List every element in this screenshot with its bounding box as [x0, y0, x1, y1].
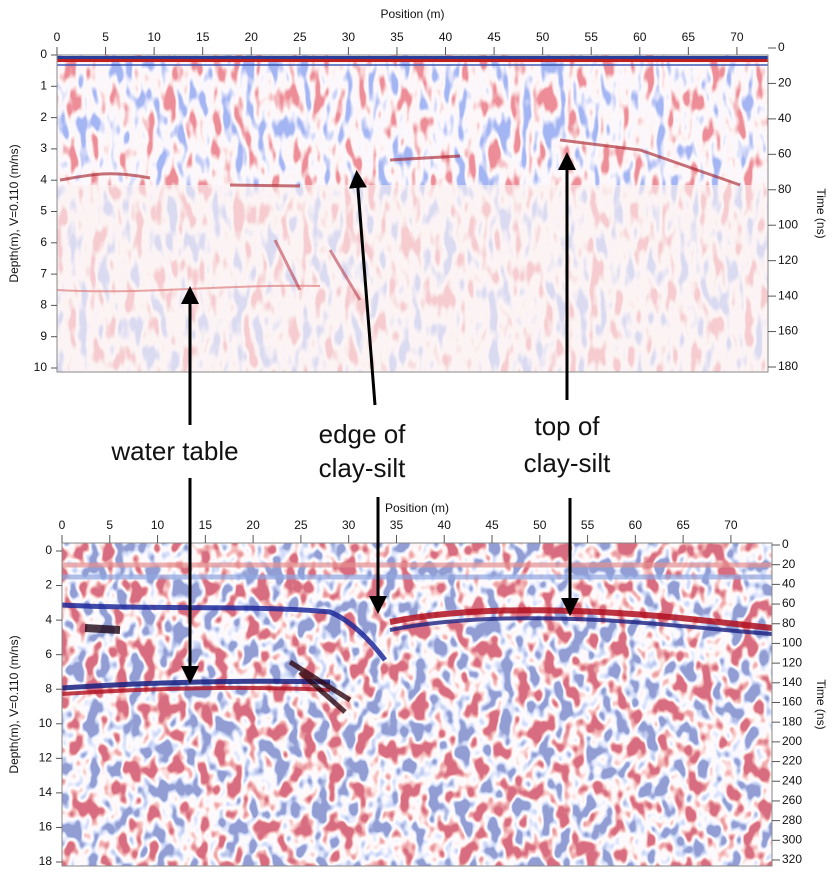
y-tick-label: 14	[39, 785, 53, 799]
x-tick-label: 45	[485, 518, 499, 532]
x-tick-label: 5	[102, 30, 109, 44]
y-tick-label: 8	[40, 298, 47, 312]
x-tick-label: 0	[54, 30, 61, 44]
x-tick-label: 55	[585, 30, 599, 44]
y2-tick-label: 320	[782, 852, 802, 866]
x-tick-label: 15	[196, 30, 210, 44]
y-tick-label: 2	[40, 110, 47, 124]
x-tick-label: 25	[293, 30, 307, 44]
y2-axis-title: Time (ns)	[814, 679, 828, 729]
y2-tick-label: 280	[782, 813, 802, 827]
y2-tick-label: 160	[782, 695, 802, 709]
y2-tick-label: 80	[778, 182, 792, 196]
plot-frame	[56, 54, 769, 373]
x-tick-label: 65	[682, 30, 696, 44]
y2-tick-label: 80	[782, 616, 796, 630]
x-tick-label: 35	[390, 30, 404, 44]
y2-tick-label: 60	[782, 596, 796, 610]
radargram-image	[62, 543, 772, 866]
x-tick-label: 0	[59, 518, 66, 532]
y-tick-label: 1	[40, 78, 47, 92]
y2-tick-label: 20	[778, 76, 792, 90]
x-tick-label: 20	[246, 518, 260, 532]
annotation: edge of	[319, 419, 407, 449]
y-tick-label: 5	[40, 204, 47, 218]
radargram-image	[57, 55, 768, 372]
y2-tick-label: 160	[778, 324, 798, 338]
y-tick-label: 9	[40, 329, 47, 343]
x-axis-title: Position (m)	[385, 501, 449, 515]
y2-tick-label: 40	[782, 577, 796, 591]
y2-tick-label: 180	[782, 714, 802, 728]
plot-frame	[61, 542, 773, 867]
x-tick-label: 50	[536, 30, 550, 44]
y-tick-label: 10	[34, 360, 48, 374]
x-tick-label: 20	[245, 30, 259, 44]
x-tick-label: 55	[581, 518, 595, 532]
y-tick-label: 8	[45, 681, 52, 695]
y2-tick-label: 200	[782, 734, 802, 748]
x-tick-label: 60	[633, 30, 647, 44]
y-tick-label: 4	[45, 612, 52, 626]
x-tick-label: 40	[439, 30, 453, 44]
y2-tick-label: 100	[778, 217, 798, 231]
y-tick-label: 4	[40, 172, 47, 186]
y-tick-label: 2	[45, 578, 52, 592]
y2-tick-label: 20	[782, 557, 796, 571]
y2-tick-label: 180	[778, 359, 798, 373]
x-tick-label: 25	[294, 518, 308, 532]
x-tick-label: 45	[487, 30, 501, 44]
x-tick-label: 35	[390, 518, 404, 532]
y-axis-title: Depth(m), V=0.110 (m/ns)	[7, 635, 21, 773]
y2-tick-label: 120	[778, 253, 798, 267]
y-tick-label: 7	[40, 266, 47, 280]
y-tick-label: 18	[39, 854, 53, 868]
y-tick-label: 12	[39, 751, 53, 765]
x-tick-label: 30	[342, 30, 356, 44]
y2-tick-label: 260	[782, 793, 802, 807]
y2-tick-label: 60	[778, 147, 792, 161]
y2-tick-label: 0	[778, 40, 785, 54]
annotation: clay-silt	[524, 448, 611, 478]
y2-tick-label: 140	[778, 288, 798, 302]
y2-tick-label: 220	[782, 754, 802, 768]
y2-tick-label: 140	[782, 675, 802, 689]
x-tick-label: 70	[724, 518, 738, 532]
annotation: top of	[534, 411, 600, 441]
x-axis-title: Position (m)	[380, 7, 444, 21]
y2-tick-label: 120	[782, 655, 802, 669]
y2-tick-label: 240	[782, 773, 802, 787]
x-tick-label: 40	[438, 518, 452, 532]
x-tick-label: 5	[106, 518, 113, 532]
x-tick-label: 15	[199, 518, 213, 532]
y-tick-label: 3	[40, 141, 47, 155]
y-tick-label: 0	[45, 543, 52, 557]
x-tick-label: 30	[342, 518, 356, 532]
arrow	[348, 170, 377, 406]
y-axis-title: Depth(m), V=0.110 (m/ns)	[7, 144, 21, 282]
y-tick-label: 16	[39, 820, 53, 834]
x-tick-label: 50	[533, 518, 547, 532]
y2-tick-label: 100	[782, 636, 802, 650]
y2-axis-title: Time (ns)	[814, 188, 828, 238]
x-tick-label: 70	[730, 30, 744, 44]
y-tick-label: 0	[40, 47, 47, 61]
y2-tick-label: 40	[778, 111, 792, 125]
y-tick-label: 6	[45, 647, 52, 661]
x-tick-label: 10	[151, 518, 165, 532]
annotation: water table	[110, 436, 238, 466]
y2-tick-label: 300	[782, 832, 802, 846]
y-tick-label: 10	[39, 716, 53, 730]
y2-tick-label: 0	[782, 537, 789, 551]
x-tick-label: 60	[629, 518, 643, 532]
y-tick-label: 6	[40, 235, 47, 249]
x-tick-label: 65	[676, 518, 690, 532]
x-tick-label: 10	[147, 30, 161, 44]
annotation: clay-silt	[319, 453, 406, 483]
